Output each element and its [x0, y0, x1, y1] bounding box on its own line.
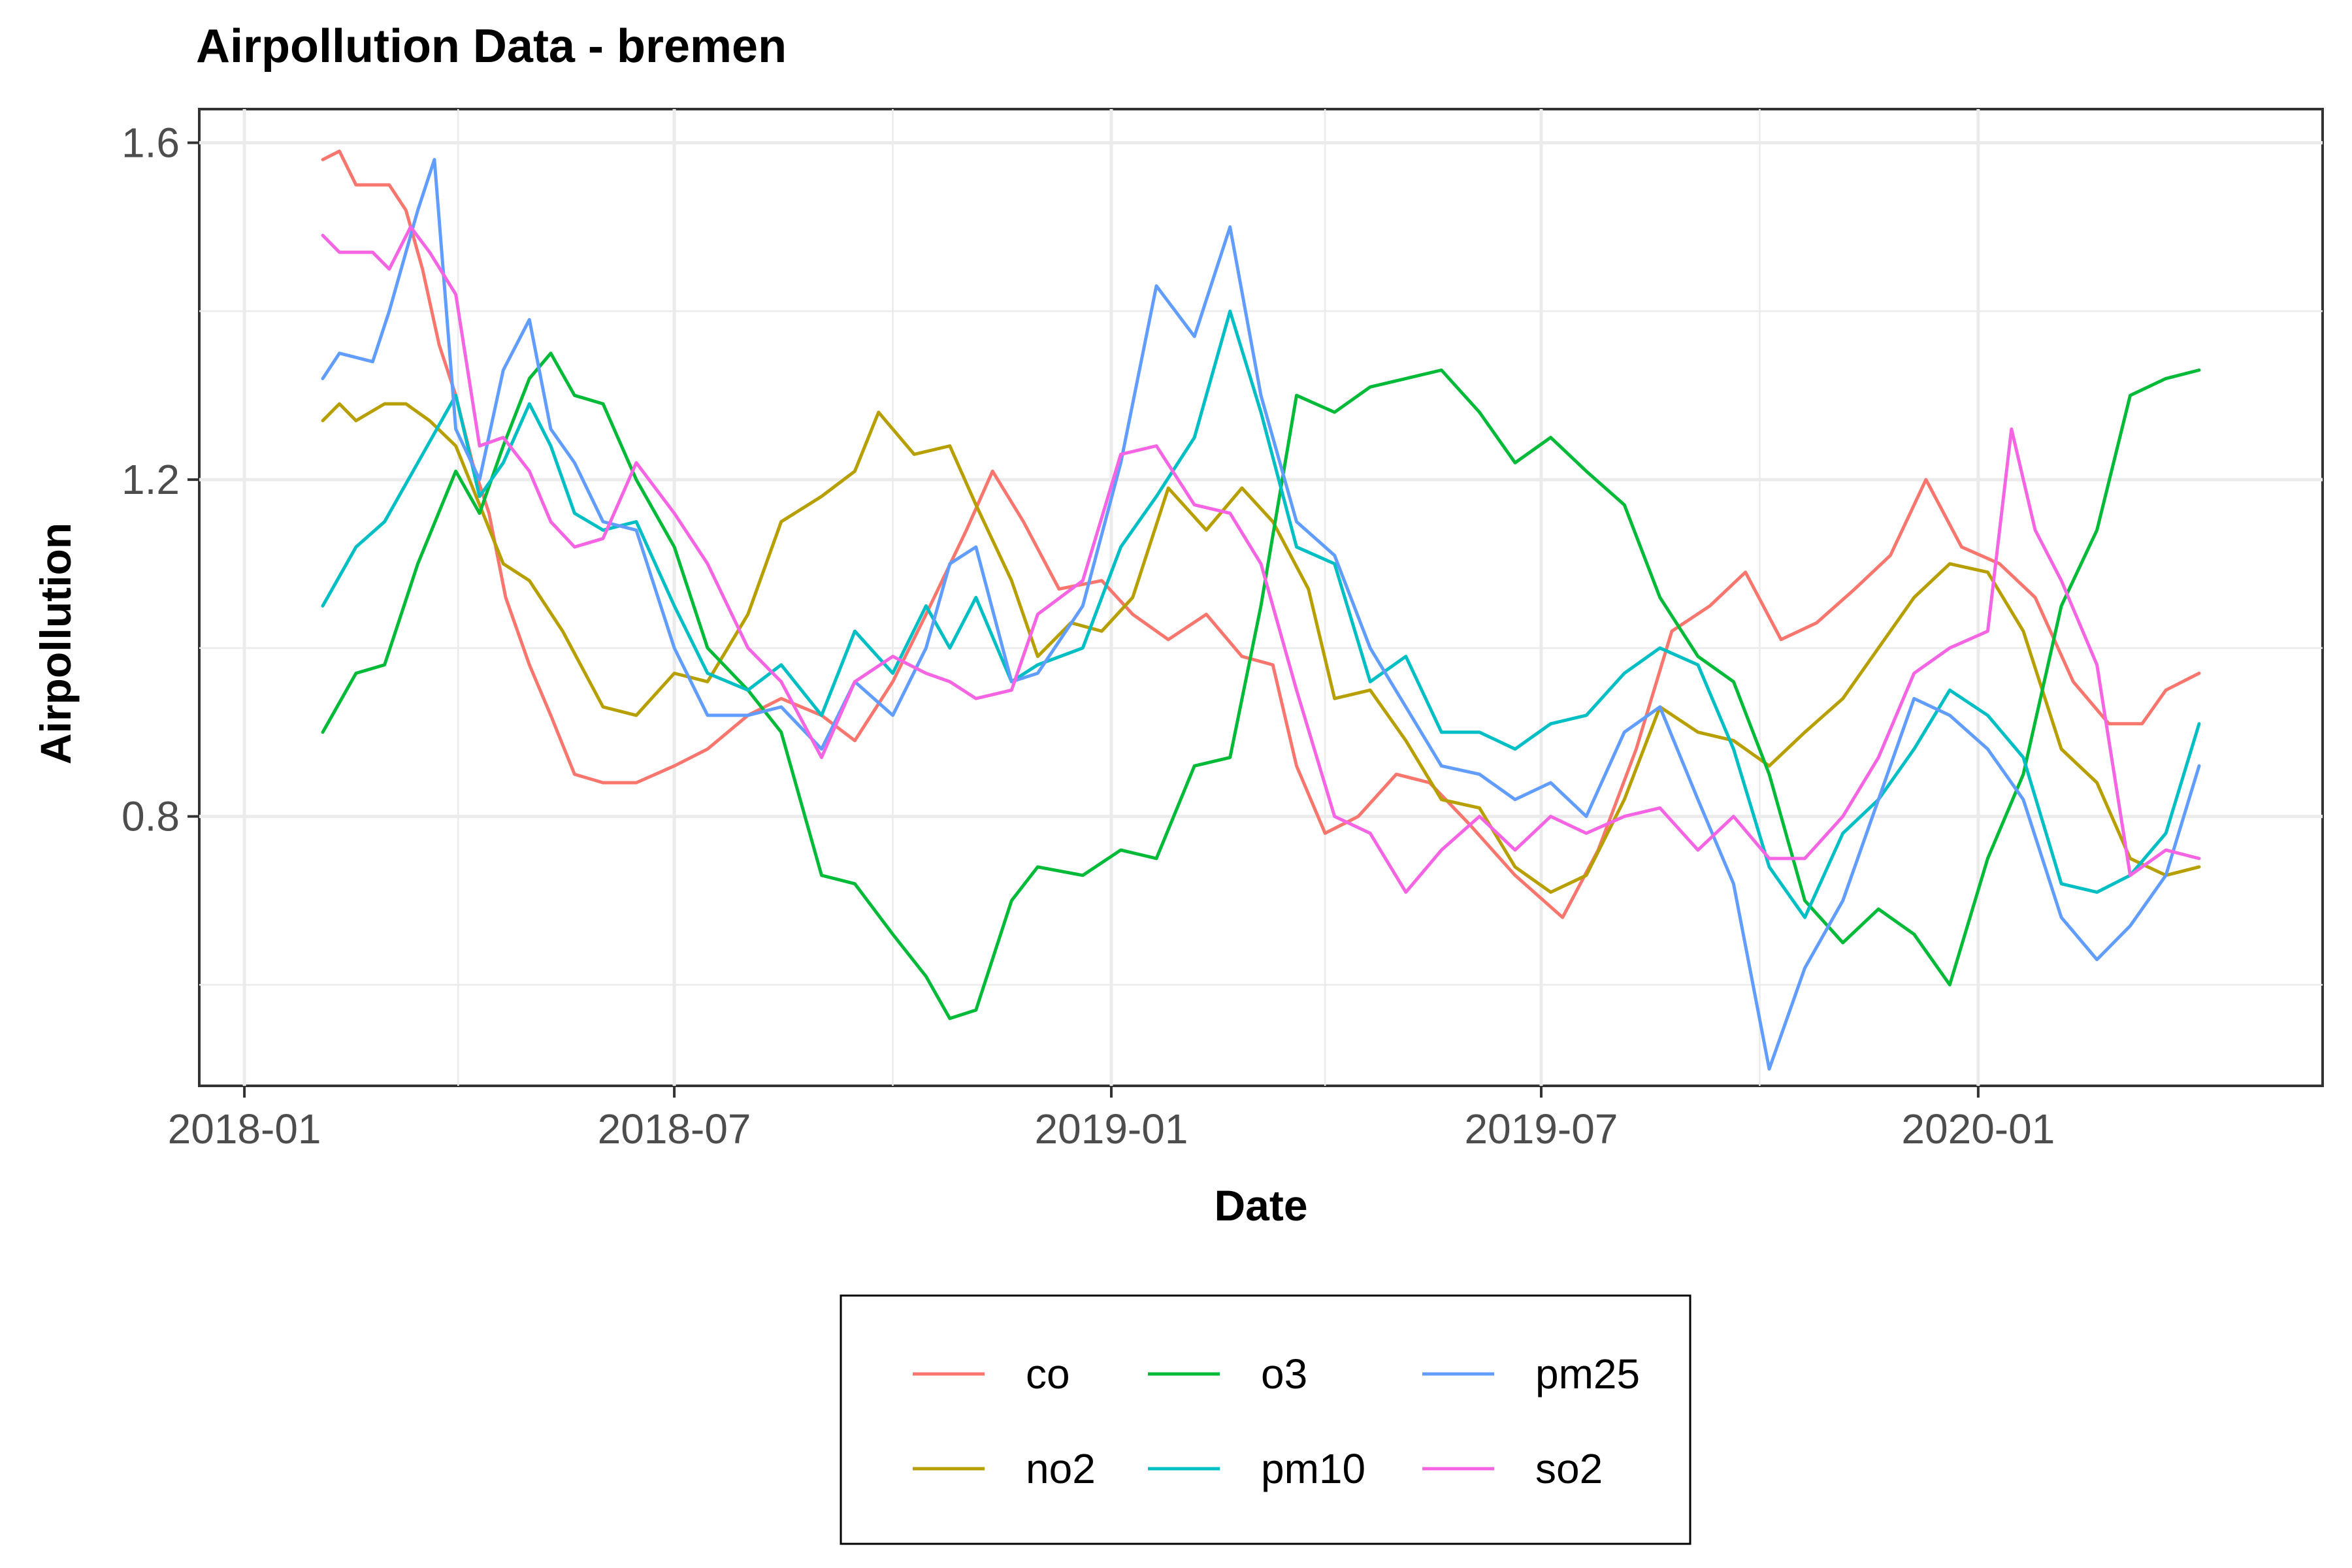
series-line-co [321, 149, 2201, 919]
axis-layer: 2018-01 2018-07 2019-01 2019-07 2020-01 0.8 1.… [122, 120, 2055, 1152]
grid-lines [199, 109, 2323, 1086]
y-axis-title: Airpollution [31, 523, 80, 764]
legend-label-pm25: pm25 [1535, 1350, 1640, 1397]
legend-label-o3: o3 [1261, 1350, 1307, 1397]
x-tick-label: 2019-01 [1035, 1105, 1188, 1152]
series-line-pm10 [321, 309, 2201, 919]
legend-box [840, 1294, 1691, 1545]
legend-item-pm10: pm10 [1148, 1445, 1365, 1492]
x-tick-label: 2020-01 [1901, 1105, 2055, 1152]
legend-item-co: co [913, 1350, 1070, 1397]
legend-item-no2: no2 [913, 1445, 1096, 1492]
series-line-o3 [321, 351, 2201, 1021]
legend-item-pm25: pm25 [1422, 1350, 1640, 1397]
series-line-pm25 [321, 157, 2201, 1071]
legend: co no2 o3 pm10 pm25 so2 [840, 1294, 1691, 1545]
legend-label-co: co [1026, 1350, 1070, 1397]
series-line-no2 [321, 402, 2201, 894]
legend-label-no2: no2 [1026, 1445, 1096, 1492]
legend-item-so2: so2 [1422, 1445, 1603, 1492]
x-tick-label: 2018-01 [168, 1105, 321, 1152]
legend-item-o3: o3 [1148, 1350, 1307, 1397]
y-tick-label: 1.6 [122, 120, 180, 167]
series-line-so2 [321, 225, 2201, 894]
legend-label-so2: so2 [1535, 1445, 1603, 1492]
x-tick-label: 2019-07 [1465, 1105, 1618, 1152]
y-tick-label: 1.2 [122, 456, 180, 503]
chart-title: Airpollution Data - bremen [196, 20, 787, 73]
y-tick-label: 0.8 [122, 793, 180, 840]
x-axis-title: Date [1214, 1181, 1307, 1230]
series-layer [321, 149, 2201, 1071]
legend-label-pm10: pm10 [1261, 1445, 1365, 1492]
x-tick-label: 2018-07 [598, 1105, 751, 1152]
